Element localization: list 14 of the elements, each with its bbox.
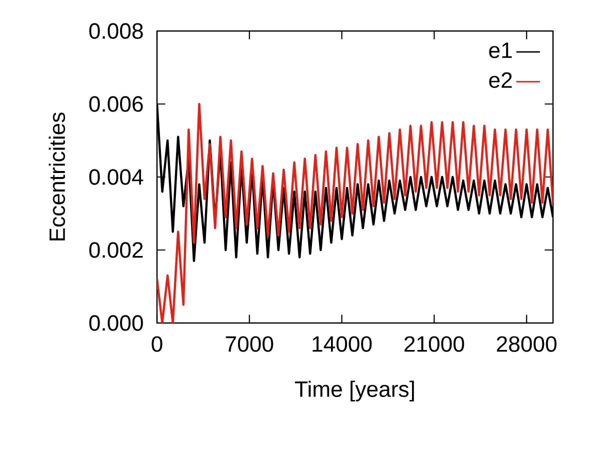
legend-label: e2 [489, 72, 512, 88]
x-tick-label: 7000 [226, 336, 274, 352]
x-tick-label: 21000 [404, 336, 464, 352]
y-tick-label: 0.002 [89, 242, 143, 258]
y-tick-label: 0.000 [89, 315, 143, 331]
x-axis-title: Time [years] [295, 380, 414, 402]
legend-label: e1 [489, 42, 512, 58]
x-tick-label: 28000 [496, 336, 556, 352]
y-tick-label: 0.004 [89, 169, 144, 185]
x-tick-label: 0 [152, 336, 162, 352]
x-tick-label: 14000 [312, 336, 372, 352]
y-tick-label: 0.006 [89, 96, 143, 112]
y-axis-title: Eccentricities [48, 112, 66, 240]
y-tick-label: 0.008 [89, 23, 143, 39]
